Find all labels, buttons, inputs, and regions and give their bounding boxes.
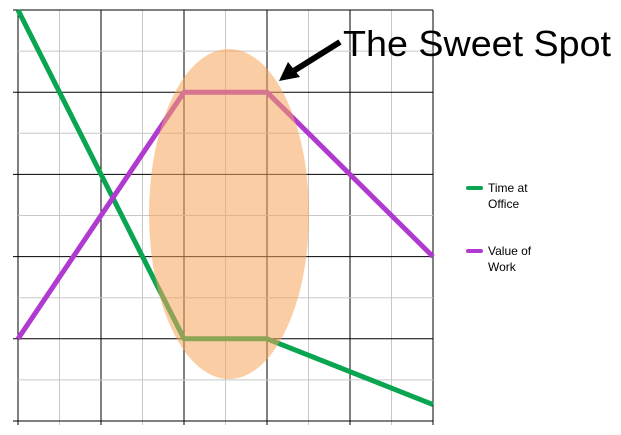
annotation: The Sweet Spot [343, 23, 611, 64]
legend-swatch [466, 249, 483, 253]
sweet-spot-highlight [149, 49, 309, 379]
legend-label: Value of Work [488, 244, 532, 274]
annotation-arrowhead [279, 62, 300, 81]
legend-swatch [466, 186, 483, 190]
annotation-arrow [290, 39, 342, 75]
legend-label: Time at Office [488, 181, 528, 211]
